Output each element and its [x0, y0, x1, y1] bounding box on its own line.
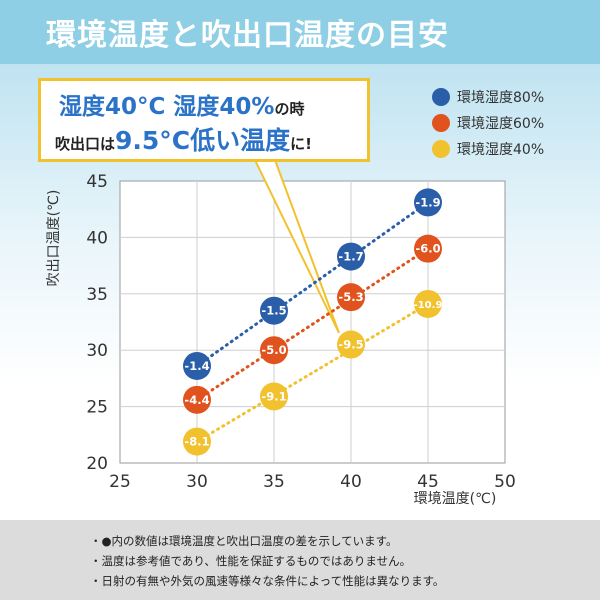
- footer-notes: ・●内の数値は環境温度と吹出口温度の差を示しています。 ・温度は参考値であり、性…: [0, 520, 600, 600]
- callout-condition: 湿度40°C 湿度40%: [59, 94, 275, 120]
- legend-item-40: 環境湿度40%: [432, 136, 544, 162]
- data-point: [414, 188, 442, 217]
- chart-legend: 環境湿度80% 環境湿度60% 環境湿度40%: [432, 84, 544, 162]
- callout-exclaim: に!: [290, 135, 312, 153]
- data-label: -5.0: [261, 343, 286, 357]
- data-point: [337, 283, 365, 312]
- plot-area: [119, 180, 506, 464]
- legend-label: 環境湿度80%: [457, 90, 545, 106]
- data-label: -1.4: [184, 359, 209, 373]
- data-label: -1.9: [415, 195, 440, 209]
- data-point: [260, 382, 288, 411]
- data-point: [260, 296, 288, 325]
- x-tick-label: 40: [340, 472, 362, 492]
- y-tick-label: 30: [86, 341, 108, 361]
- data-label: -5.3: [338, 290, 363, 304]
- data-label: -1.5: [261, 304, 286, 318]
- data-point: [183, 351, 211, 380]
- series-line-1: [195, 247, 430, 402]
- data-label: -9.1: [261, 389, 286, 403]
- header-banner: 環境温度と吹出口温度の目安: [0, 0, 600, 64]
- x-tick-label: 45: [417, 472, 439, 492]
- data-label: -4.4: [184, 393, 209, 407]
- data-point: [414, 234, 442, 263]
- legend-item-80: 環境湿度80%: [432, 84, 544, 110]
- x-tick-label: 50: [494, 472, 516, 492]
- x-tick-label: 25: [109, 472, 131, 492]
- y-tick-label: 45: [86, 172, 108, 192]
- data-point: [183, 427, 211, 456]
- data-point: [337, 242, 365, 271]
- series-line-2: [195, 302, 430, 444]
- notes-list: ・●内の数値は環境温度と吹出口温度の差を示しています。 ・温度は参考値であり、性…: [90, 531, 444, 591]
- legend-dot-icon: [432, 88, 450, 106]
- note-item: ・日射の有無や外気の風速等様々な条件によって性能は異なります。: [90, 574, 445, 588]
- x-tick-label: 30: [186, 472, 208, 492]
- data-label: -8.1: [184, 435, 209, 449]
- y-tick-label: 40: [86, 228, 108, 248]
- callout-highlight: 9.5°C低い温度: [115, 126, 291, 155]
- callout-prefix: 吹出口は: [55, 135, 116, 153]
- callout-box: 湿度40°C 湿度40%の時 吹出口は9.5°C低い温度に!: [38, 78, 370, 162]
- y-axis-label: 吹出口温度(℃): [46, 190, 62, 287]
- data-label: -1.7: [338, 250, 363, 264]
- legend-dot-icon: [432, 140, 450, 158]
- legend-label: 環境湿度60%: [457, 116, 545, 132]
- data-label: -6.0: [415, 242, 440, 256]
- note-item: ・温度は参考値であり、性能を保証するものではありません。: [90, 554, 412, 568]
- y-tick-label: 20: [86, 454, 108, 474]
- y-tick-label: 25: [86, 398, 108, 418]
- data-point: [260, 336, 288, 365]
- callout-line1: 湿度40°C 湿度40%の時: [59, 87, 304, 121]
- callout-suffix: の時: [274, 100, 305, 118]
- y-tick-label: 35: [86, 285, 108, 305]
- legend-dot-icon: [432, 114, 450, 132]
- data-point: [337, 330, 365, 359]
- x-axis-label: 環境温度(℃): [414, 491, 497, 507]
- page-title: 環境温度と吹出口温度の目安: [46, 18, 449, 53]
- legend-label: 環境湿度40%: [457, 142, 545, 158]
- data-label: -9.5: [338, 338, 363, 352]
- data-point: [183, 385, 211, 414]
- data-point: [414, 289, 442, 318]
- note-item: ・●内の数値は環境温度と吹出口温度の差を示しています。: [90, 534, 398, 548]
- data-label: -10.9: [414, 300, 443, 311]
- chart: 25 30 35 40 45 50202530354045環境温度(℃)吹出口温度(℃)-…: [46, 159, 516, 507]
- x-tick-label: 35: [263, 472, 285, 492]
- legend-item-60: 環境湿度60%: [432, 110, 544, 136]
- series-line-0: [195, 200, 430, 368]
- callout-line2: 吹出口は9.5°C低い温度に!: [55, 121, 312, 157]
